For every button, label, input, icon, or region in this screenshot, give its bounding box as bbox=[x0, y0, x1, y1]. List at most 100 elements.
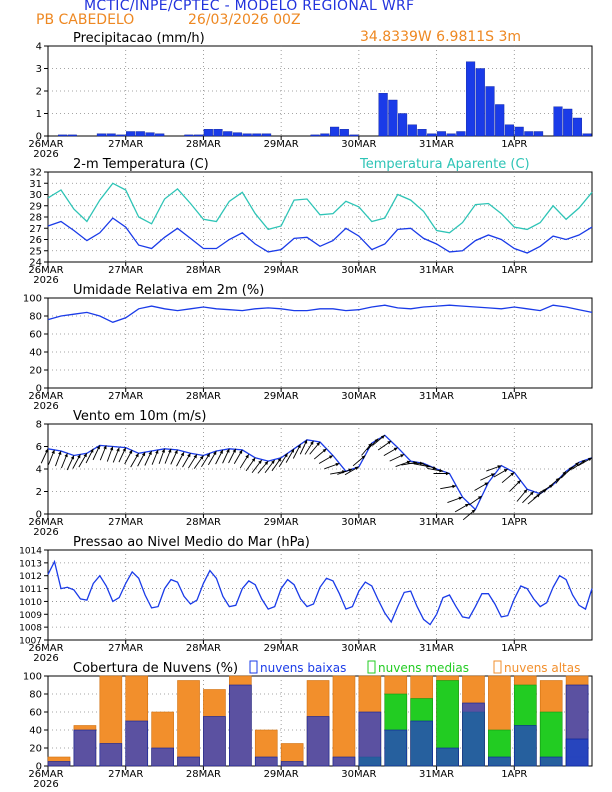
y-tick-label: 0 bbox=[36, 384, 42, 395]
wind-arrow-head bbox=[128, 449, 133, 454]
x-tick-label: 27MAR bbox=[108, 139, 143, 150]
wind-arrow-head bbox=[581, 460, 586, 464]
wind-arrow-head bbox=[328, 455, 333, 459]
x-tick-label: 29MAR bbox=[264, 139, 299, 150]
precip-bar bbox=[252, 133, 262, 137]
wind-arrow-head bbox=[588, 457, 592, 462]
wind-arrow-head bbox=[96, 445, 100, 450]
x-tick-label: 1APR bbox=[501, 391, 527, 402]
precip-bar bbox=[184, 134, 194, 137]
precip-bar bbox=[417, 129, 427, 137]
y-tick-label: 2 bbox=[36, 487, 42, 498]
wind-arrow-head bbox=[64, 453, 68, 458]
x-tick-label: 31MAR bbox=[419, 643, 454, 654]
y-tick-label: 1007 bbox=[19, 637, 42, 647]
precip-bar bbox=[553, 106, 563, 137]
x-tick-label: 29MAR bbox=[264, 391, 299, 402]
x-tick-label: 1APR bbox=[501, 265, 527, 276]
y-tick-label: 25 bbox=[29, 246, 42, 257]
precip-bar bbox=[223, 131, 233, 137]
y-tick-label: 8 bbox=[36, 420, 42, 431]
precip-bar bbox=[155, 133, 165, 137]
x-tick-label: 27MAR bbox=[108, 391, 143, 402]
precip-bar bbox=[330, 126, 340, 137]
y-tick-label: 0 bbox=[36, 762, 42, 773]
wind-arrow-head bbox=[484, 482, 489, 486]
y-tick-label: 80 bbox=[29, 312, 42, 323]
legend-swatch bbox=[249, 660, 258, 674]
wind-arrow-head bbox=[400, 454, 405, 458]
y-tick-label: 40 bbox=[29, 726, 42, 737]
x-tick-label: 27MAR bbox=[108, 643, 143, 654]
precip-bar bbox=[67, 134, 77, 137]
cloud-bar-nuvens-baixas bbox=[99, 743, 123, 767]
precip-bar bbox=[320, 133, 330, 137]
precip-bar bbox=[514, 126, 524, 137]
wind-arrow-head bbox=[232, 448, 236, 453]
legend-apparent-temperature: Temperatura Aparente (C) bbox=[359, 157, 530, 172]
legend-entry: nuvens altas bbox=[504, 661, 580, 675]
wind-arrow-head bbox=[393, 447, 398, 451]
precip-bar bbox=[446, 133, 456, 137]
y-tick-label: 0 bbox=[36, 132, 42, 143]
cloud-bar-nuvens-baixas bbox=[462, 702, 485, 767]
x-tick-label: 27MAR bbox=[108, 517, 143, 528]
x-year-label: 2026 bbox=[33, 653, 58, 664]
y-tick-label: 1010 bbox=[19, 598, 42, 608]
wind-arrow-head bbox=[348, 468, 353, 472]
station-coordinates: 34.8339W 6.9811S 3m bbox=[360, 29, 522, 45]
x-tick-label: 1APR bbox=[501, 769, 527, 780]
y-tick-label: 40 bbox=[29, 348, 42, 359]
precip-bar bbox=[126, 131, 136, 137]
precip-bar bbox=[106, 133, 116, 137]
panel-frame-slp bbox=[47, 549, 593, 641]
x-tick-label: 27MAR bbox=[108, 769, 143, 780]
wind-arrow-head bbox=[51, 449, 55, 454]
precip-bar bbox=[466, 61, 476, 137]
x-tick-label: 26MAR bbox=[28, 517, 63, 528]
wind-arrow-head bbox=[187, 453, 191, 458]
x-tick-label: 31MAR bbox=[419, 517, 454, 528]
x-tick-label: 28MAR bbox=[186, 517, 221, 528]
precip-bar bbox=[504, 124, 514, 137]
cloud-bar-nuvens-baixas bbox=[177, 756, 200, 767]
x-tick-label: 31MAR bbox=[419, 265, 454, 276]
y-tick-label: 4 bbox=[36, 465, 42, 476]
wind-arrow-head bbox=[199, 455, 204, 460]
precip-bar bbox=[145, 132, 155, 137]
wind-arrow-head bbox=[477, 496, 482, 500]
x-tick-label: 31MAR bbox=[419, 139, 454, 150]
precip-bar bbox=[524, 131, 534, 137]
y-tick-label: 60 bbox=[29, 330, 42, 341]
cloud-bar-nuvens-altas bbox=[332, 675, 356, 767]
precip-bar bbox=[582, 133, 592, 137]
x-tick-label: 26MAR bbox=[28, 643, 63, 654]
wind-arrow-head bbox=[58, 451, 62, 455]
x-tick-label: 28MAR bbox=[186, 769, 221, 780]
wind-arrow-head bbox=[529, 491, 534, 496]
wind-arrow-head bbox=[361, 455, 366, 460]
y-tick-label: 80 bbox=[29, 690, 42, 701]
y-tick-label: 32 bbox=[29, 168, 42, 179]
x-tick-label: 30MAR bbox=[341, 517, 376, 528]
panel-title-slp: Pressao ao Nivel Medio do Mar (hPa) bbox=[73, 535, 310, 550]
wind-arrow-head bbox=[90, 448, 94, 453]
wind-arrow-head bbox=[116, 447, 120, 452]
cloud-bar-nuvens-baixas bbox=[125, 720, 149, 767]
legend-swatch bbox=[367, 660, 376, 674]
x-tick-label: 28MAR bbox=[186, 643, 221, 654]
precip-bar bbox=[349, 134, 359, 137]
wind-arrow-head bbox=[310, 440, 314, 445]
precip-bar bbox=[339, 129, 349, 137]
panel-title-precip: Precipitacao (mm/h) bbox=[73, 31, 205, 46]
panel-frame-rh bbox=[47, 297, 593, 389]
precip-bar bbox=[388, 99, 398, 137]
wind-arrow-head bbox=[575, 462, 580, 466]
y-tick-label: 27 bbox=[29, 224, 42, 235]
wind-arrow-head bbox=[503, 469, 508, 473]
cloud-bar-nuvens-altas bbox=[177, 680, 200, 767]
x-tick-label: 29MAR bbox=[264, 517, 299, 528]
legend-swatch bbox=[493, 660, 502, 674]
x-tick-label: 1APR bbox=[501, 139, 527, 150]
wind-arrow-head bbox=[439, 468, 444, 473]
